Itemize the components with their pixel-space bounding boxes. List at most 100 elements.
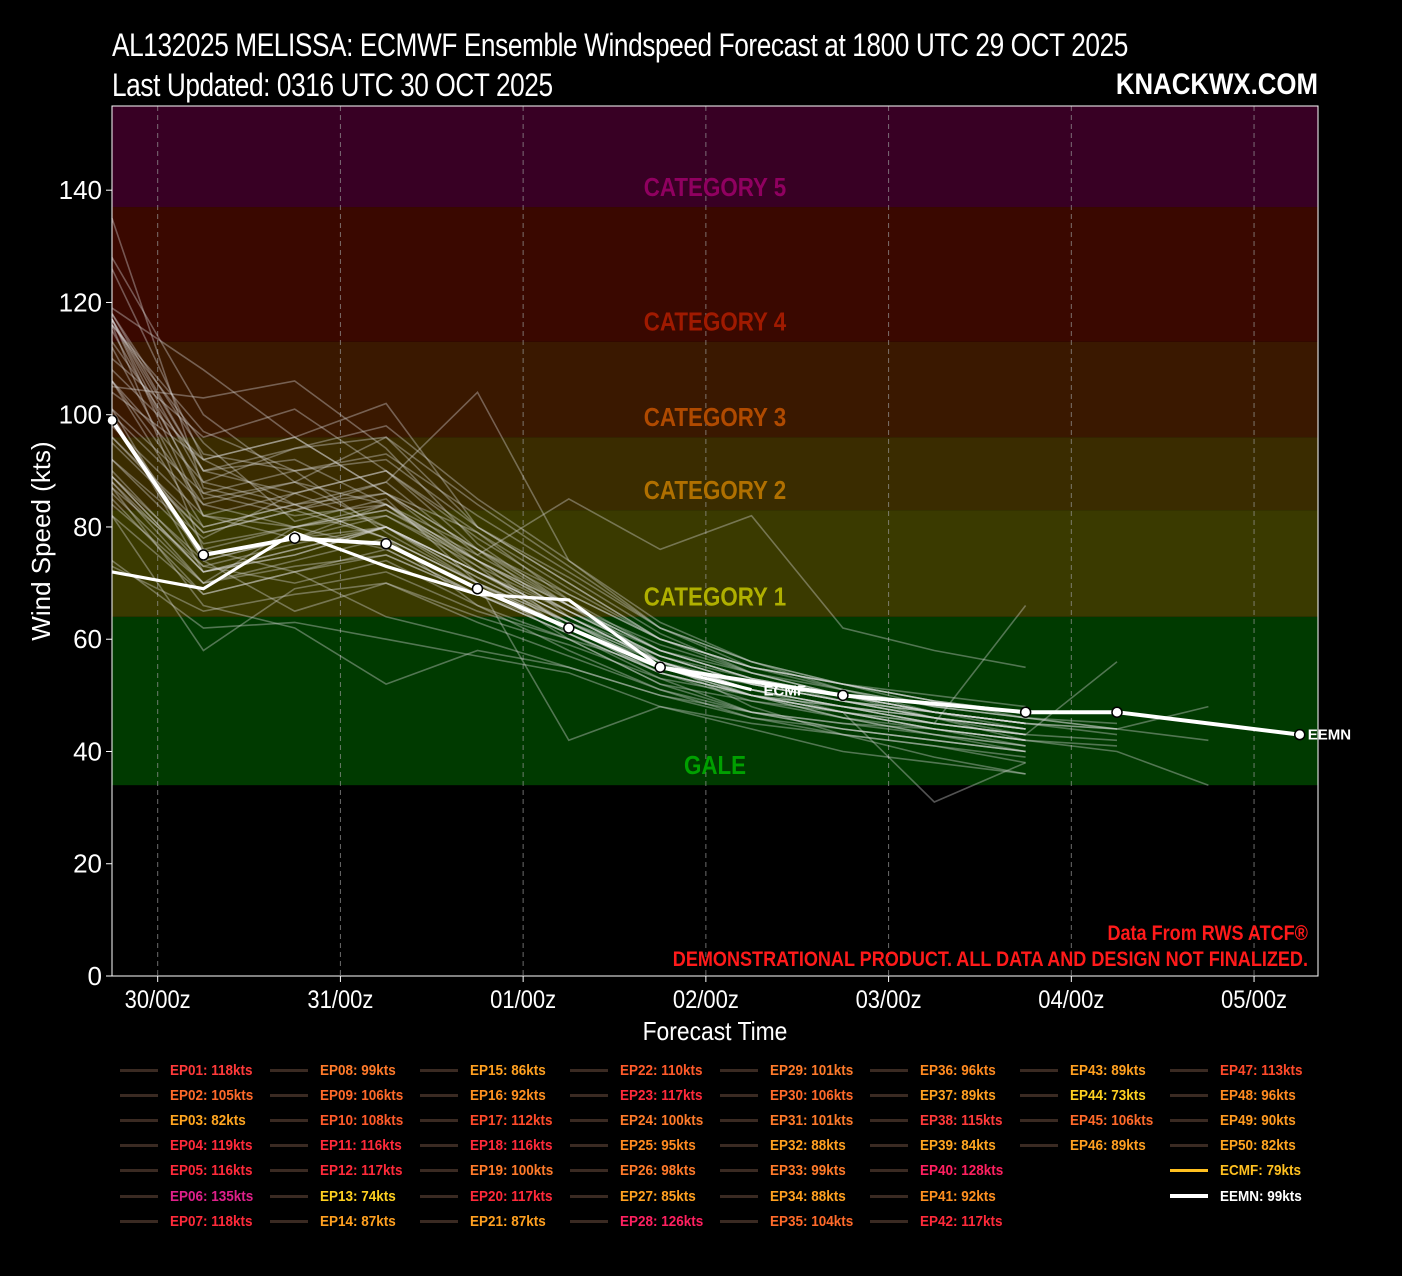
legend-item: EP18: 116kts <box>420 1134 562 1158</box>
legend-swatch <box>420 1169 458 1173</box>
legend-item: EP01: 118kts <box>120 1058 262 1082</box>
legend-item: EP27: 85kts <box>570 1184 704 1208</box>
legend-label: EP32: 88kts <box>770 1137 846 1155</box>
legend-label: EP09: 106kts <box>320 1086 404 1104</box>
legend-swatch <box>720 1118 758 1122</box>
band-category-2 <box>112 437 1318 511</box>
legend-item: EP38: 115kts <box>870 1108 1012 1132</box>
legend-swatch <box>570 1093 608 1097</box>
band-label: GALE <box>684 751 746 780</box>
member-line-ep36 <box>111 436 1118 736</box>
member-line-ep37 <box>111 475 1026 736</box>
legend-swatch <box>1170 1068 1208 1072</box>
legend-swatch <box>870 1118 908 1122</box>
legend-swatch <box>420 1093 458 1097</box>
legend-item: EP02: 105kts <box>120 1083 263 1107</box>
eemn-point <box>837 689 849 702</box>
legend-item: EP21: 87kts <box>420 1209 554 1233</box>
legend-item: EP30: 106kts <box>720 1083 863 1107</box>
legend-swatch <box>270 1093 308 1097</box>
member-line-ep38 <box>111 330 1026 730</box>
legend-swatch <box>420 1219 458 1223</box>
legend-item: EP50: 82kts <box>1170 1134 1304 1158</box>
legend-label: EP44: 73kts <box>1070 1086 1146 1104</box>
member-line-ep44 <box>111 565 1026 753</box>
legend-label: EP31: 101kts <box>770 1111 854 1129</box>
legend-swatch <box>870 1093 908 1097</box>
legend-swatch <box>570 1169 608 1173</box>
legend-swatch <box>270 1169 308 1173</box>
eemn-point <box>197 549 210 561</box>
band-category-1 <box>112 510 1318 617</box>
legend-item: EP11: 116kts <box>270 1134 411 1158</box>
legend-item: EP14: 87kts <box>270 1209 404 1233</box>
band-label: CATEGORY 1 <box>644 583 786 612</box>
legend-label: EP19: 100kts <box>470 1162 554 1180</box>
legend-label: EP25: 95kts <box>620 1137 696 1155</box>
legend-item: EP04: 119kts <box>120 1134 262 1158</box>
member-line-ep09 <box>111 380 1026 725</box>
band-category-5 <box>112 106 1318 208</box>
chart-subtitle: Last Updated: 0316 UTC 30 OCT 2025 <box>112 67 553 103</box>
y-tick-label: 80 <box>73 512 102 542</box>
member-line-ep05 <box>111 324 1209 742</box>
legend-item: EP16: 92kts <box>420 1083 554 1107</box>
legend-swatch <box>1020 1144 1058 1148</box>
y-tick-label: 100 <box>59 400 102 430</box>
legend-label: EP48: 96kts <box>1220 1086 1296 1104</box>
legend-item: EP12: 117kts <box>270 1159 412 1183</box>
legend-swatch <box>870 1219 908 1223</box>
member-line-ep28 <box>111 268 1026 758</box>
legend-swatch <box>1170 1093 1208 1097</box>
legend-item: EP41: 92kts <box>870 1184 1004 1208</box>
legend-label: EP11: 116kts <box>320 1137 402 1155</box>
legend-item: EP32: 88kts <box>720 1134 854 1158</box>
legend-item: EP17: 112kts <box>420 1108 562 1132</box>
legend-swatch <box>270 1144 308 1148</box>
legend-item: EP42: 117kts <box>870 1209 1012 1233</box>
y-tick-label: 40 <box>73 736 102 766</box>
legend-swatch <box>120 1068 158 1072</box>
legend-item: EP13: 74kts <box>270 1184 404 1208</box>
legend-item: EP19: 100kts <box>420 1159 563 1183</box>
chart-title: AL132025 MELISSA: ECMWF Ensemble Windspe… <box>112 27 1128 63</box>
legend-swatch <box>1170 1118 1208 1122</box>
legend-label: EP15: 86kts <box>470 1061 546 1079</box>
legend-label: EP14: 87kts <box>320 1212 396 1230</box>
legend-item: EP35: 104kts <box>720 1209 863 1233</box>
legend-item: EP49: 90kts <box>1170 1108 1304 1132</box>
legend-swatch <box>870 1144 908 1148</box>
legend-label: EP01: 118kts <box>170 1061 253 1079</box>
band-category-3 <box>112 341 1318 438</box>
band-category-4 <box>112 207 1318 342</box>
legend-item: EP39: 84kts <box>870 1134 1004 1158</box>
x-tick-label: 04/00z <box>1038 986 1104 1014</box>
legend-swatch <box>270 1118 308 1122</box>
legend-label: EP30: 106kts <box>770 1086 854 1104</box>
legend-swatch <box>1170 1144 1208 1148</box>
legend-swatch <box>870 1194 908 1198</box>
legend-item: EP08: 99kts <box>270 1058 404 1082</box>
member-line-ep24 <box>111 414 1118 725</box>
legend-item: EP03: 82kts <box>120 1108 254 1132</box>
legend-label: EP29: 101kts <box>770 1061 854 1079</box>
legend-label: EP21: 87kts <box>470 1212 546 1230</box>
y-tick-label: 0 <box>88 961 102 991</box>
legend-item: EP45: 106kts <box>1020 1108 1163 1132</box>
legend-item: EP37: 89kts <box>870 1083 1004 1107</box>
member-line-ep03 <box>111 515 1118 742</box>
legend-item: EEMN: 99kts <box>1170 1184 1311 1208</box>
legend-swatch <box>120 1194 158 1198</box>
eemn-point <box>1111 706 1123 718</box>
x-tick-label: 05/00z <box>1221 986 1287 1014</box>
legend-swatch <box>270 1194 308 1198</box>
legend-swatch <box>1020 1093 1058 1097</box>
legend-item: EP47: 113kts <box>1170 1058 1312 1082</box>
legend-label: EP45: 106kts <box>1070 1111 1154 1129</box>
y-tick-label: 120 <box>59 287 102 317</box>
ecmf-line <box>111 530 752 692</box>
legend-item: ECMF: 79kts <box>1170 1159 1310 1183</box>
x-tick-label: 30/00z <box>125 986 191 1014</box>
legend-swatch <box>120 1093 158 1097</box>
legend-label: EP02: 105kts <box>170 1086 254 1104</box>
